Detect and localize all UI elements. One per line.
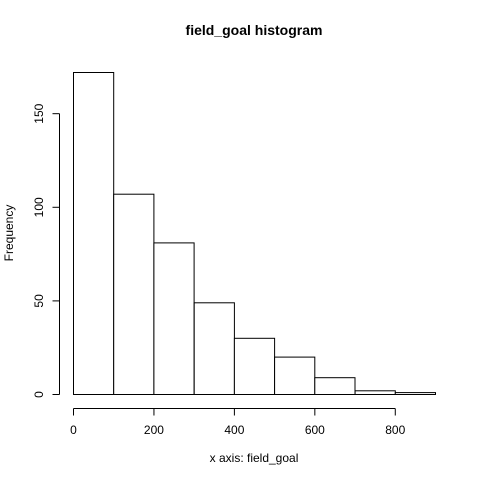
histogram-bars xyxy=(73,72,436,396)
x-tick-label: 800 xyxy=(385,423,405,437)
histogram-bar xyxy=(153,242,195,395)
y-tick-label: 100 xyxy=(32,197,46,217)
y-tick-label: 50 xyxy=(32,294,46,308)
x-tick-label: 400 xyxy=(224,423,244,437)
y-axis: 0 50 100 150 xyxy=(32,103,60,398)
x-tick-label: 200 xyxy=(144,423,164,437)
histogram-bar xyxy=(274,356,316,396)
histogram-bar xyxy=(394,392,436,396)
chart-title: field_goal histogram xyxy=(186,22,323,38)
histogram-bar xyxy=(314,377,356,396)
histogram-bar xyxy=(354,390,396,395)
y-tick-label: 0 xyxy=(32,391,46,398)
histogram-bar xyxy=(113,193,155,395)
histogram-bar xyxy=(233,337,276,395)
y-axis-label: Frequency xyxy=(2,205,16,262)
x-tick-label: 600 xyxy=(305,423,325,437)
histogram-bar xyxy=(193,302,235,395)
y-tick-label: 150 xyxy=(32,103,46,123)
x-axis: 0 200 400 600 800 xyxy=(70,408,406,437)
histogram-bar xyxy=(73,72,115,395)
x-axis-label: x axis: field_goal xyxy=(210,451,299,465)
x-tick-label: 0 xyxy=(70,423,77,437)
